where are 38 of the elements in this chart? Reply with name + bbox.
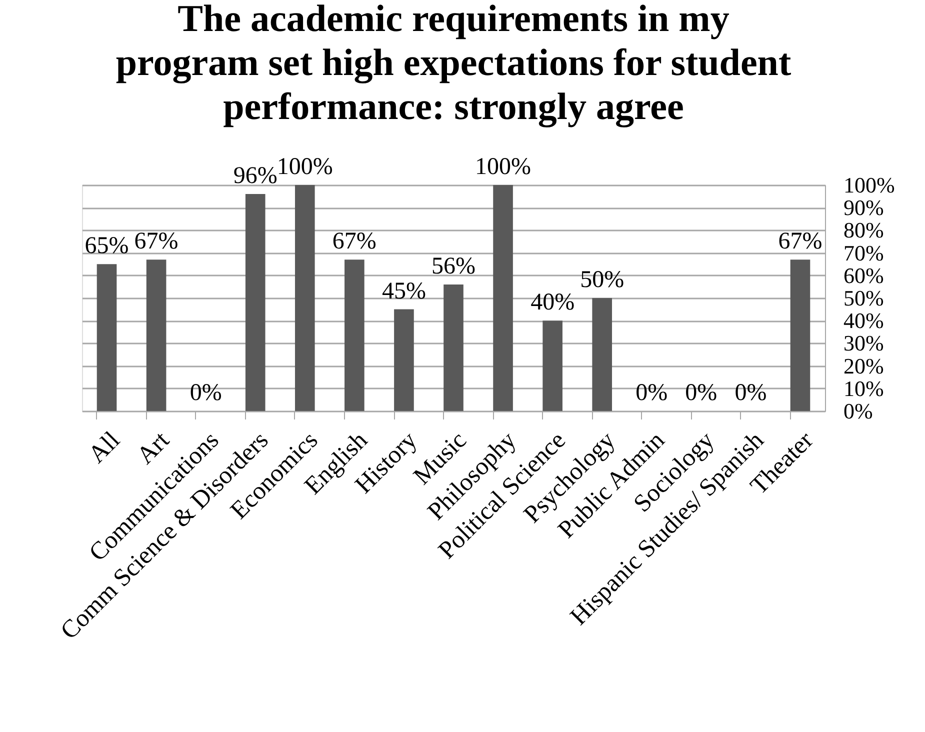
data-label: 100%	[276, 154, 333, 180]
bar	[344, 260, 364, 411]
data-label: 67%	[778, 228, 822, 255]
data-label: 50%	[580, 267, 624, 293]
data-label: 96%	[233, 163, 278, 190]
data-label: 0%	[636, 380, 668, 406]
bar	[444, 284, 464, 411]
bar	[542, 320, 562, 411]
data-label: 67%	[134, 228, 178, 255]
chart-title: The academic requirements in my program set high expectations for student performance: strongly agree	[116, 0, 792, 128]
y-tick-label: 80%	[844, 218, 884, 243]
y-tick-label: 40%	[844, 308, 884, 334]
y-tick-label: 20%	[844, 353, 884, 378]
data-label: 0%	[190, 380, 222, 406]
y-tick-label: 100%	[844, 172, 895, 198]
bar	[245, 194, 266, 411]
data-label: 0%	[685, 380, 718, 406]
data-label: 65%	[84, 233, 129, 260]
bar	[294, 185, 315, 411]
data-label: 0%	[734, 380, 767, 406]
bar	[790, 260, 810, 411]
bar	[394, 309, 414, 411]
y-tick-label: 70%	[844, 240, 884, 266]
data-label: 45%	[382, 278, 426, 304]
data-label: 56%	[432, 253, 476, 280]
bar	[592, 298, 612, 411]
data-label: 100%	[475, 154, 532, 180]
bar	[146, 260, 166, 411]
bar	[493, 185, 513, 411]
data-label: 40%	[530, 290, 575, 316]
data-label: 67%	[332, 228, 376, 255]
y-tick-label: 10%	[844, 376, 884, 401]
y-tick-label: 50%	[844, 286, 884, 310]
y-tick-label: 0%	[844, 398, 873, 424]
y-tick-label: 90%	[844, 195, 884, 220]
y-tick-label: 60%	[844, 262, 884, 288]
bar	[96, 264, 117, 411]
y-tick-label: 30%	[844, 330, 884, 356]
